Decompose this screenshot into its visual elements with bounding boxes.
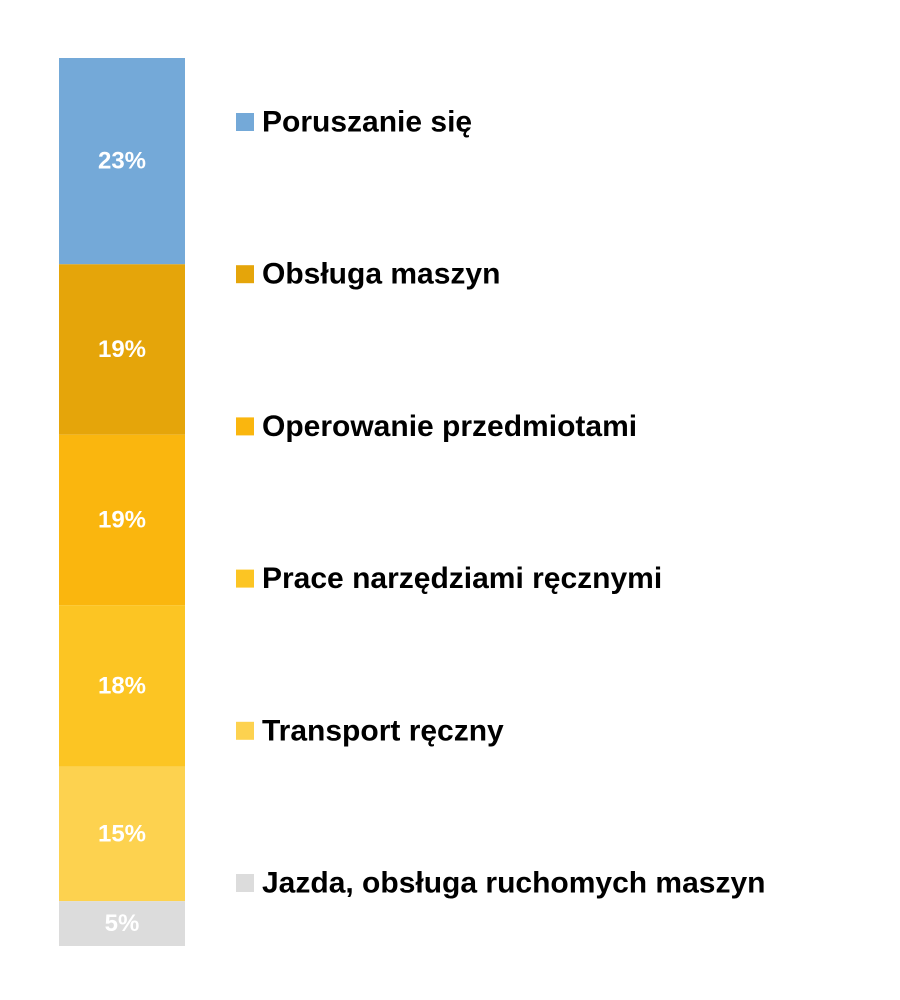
data-label: 18% xyxy=(98,672,146,699)
legend-swatch xyxy=(236,721,254,740)
bar-segment xyxy=(59,766,185,902)
data-label: 19% xyxy=(98,336,146,363)
bar-segment xyxy=(59,605,185,767)
bar-segment xyxy=(59,901,185,946)
legend-label: Jazda, obsługa ruchomych maszyn xyxy=(262,867,765,900)
bar-segment xyxy=(59,434,185,606)
data-label: 5% xyxy=(105,910,140,937)
legend-label: Operowanie przedmiotami xyxy=(262,410,637,443)
legend-label: Obsługa maszyn xyxy=(262,258,500,291)
stacked-bar: 23% 19% 19% 18% 15% 5% xyxy=(59,58,185,946)
bar-segment xyxy=(59,58,185,265)
legend-swatch xyxy=(236,265,254,284)
legend-label: Prace narzędziami ręcznymi xyxy=(262,562,662,595)
data-label: 19% xyxy=(98,506,146,533)
legend-label: Poruszanie się xyxy=(262,106,472,139)
bar-segment xyxy=(59,264,185,435)
data-label: 23% xyxy=(98,148,146,175)
legend-swatch xyxy=(236,417,254,436)
legend-swatch xyxy=(236,874,254,892)
legend: Poruszanie się Obsługa maszyn Operowanie p… xyxy=(236,106,765,900)
legend-swatch xyxy=(236,569,254,588)
data-label: 15% xyxy=(98,820,146,847)
legend-label: Transport ręczny xyxy=(262,714,504,747)
legend-swatch xyxy=(236,113,254,131)
